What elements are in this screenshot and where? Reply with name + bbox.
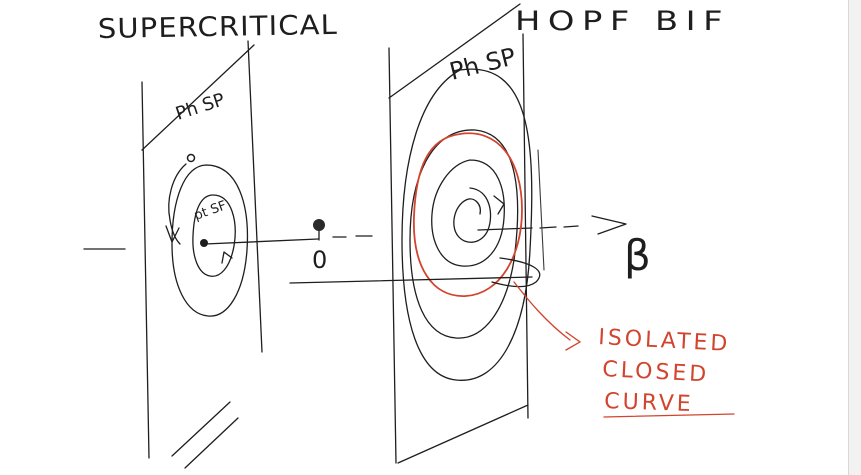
annotation-underline <box>603 413 735 418</box>
left-fixed-point <box>200 239 208 247</box>
axis-dash-4 <box>563 225 579 228</box>
left-trajectory <box>168 163 187 245</box>
axis-origin-label: 0 <box>312 246 327 274</box>
left-inner-arrow <box>221 251 233 264</box>
left-outer-orbit <box>171 164 249 317</box>
right-plane-inner-edge <box>537 149 545 271</box>
axis-beta-label: β <box>624 231 651 280</box>
left-plane-hatch-2 <box>184 417 239 469</box>
limit-cycle-curve <box>413 132 523 297</box>
right-spiral-arrow <box>493 195 505 215</box>
right-spiral-core <box>453 187 492 243</box>
left-point-label: pt SF <box>192 198 228 223</box>
right-plane-outline <box>388 3 529 464</box>
axis-dash-3 <box>539 226 557 229</box>
left-inner-orbit <box>192 194 236 277</box>
annotation-pointer <box>513 281 571 341</box>
right-spiral-tail <box>491 257 541 288</box>
title-hopf-bif: HOPF BIF <box>515 6 730 37</box>
left-plane-hatch-1 <box>171 401 231 457</box>
axis-middle-segment <box>204 238 319 245</box>
annotation-line-2: CLOSED <box>602 357 710 388</box>
left-plane-outline <box>141 40 263 459</box>
right-spiral-inner <box>431 159 505 267</box>
axis-arrowhead <box>591 215 627 235</box>
left-initial-point <box>186 153 196 163</box>
origin-point <box>313 219 325 231</box>
title-supercritical: SUPERCRITICAL <box>98 10 339 45</box>
annotation-arrowhead <box>565 331 582 351</box>
annotation-line-3: CURVE <box>604 389 694 417</box>
axis-right-segment <box>477 227 533 231</box>
window-edge <box>848 0 861 475</box>
right-orbit-outer <box>401 68 533 381</box>
annotation-line-1: ISOLATED <box>598 325 731 357</box>
cross-plane-line <box>289 276 533 284</box>
